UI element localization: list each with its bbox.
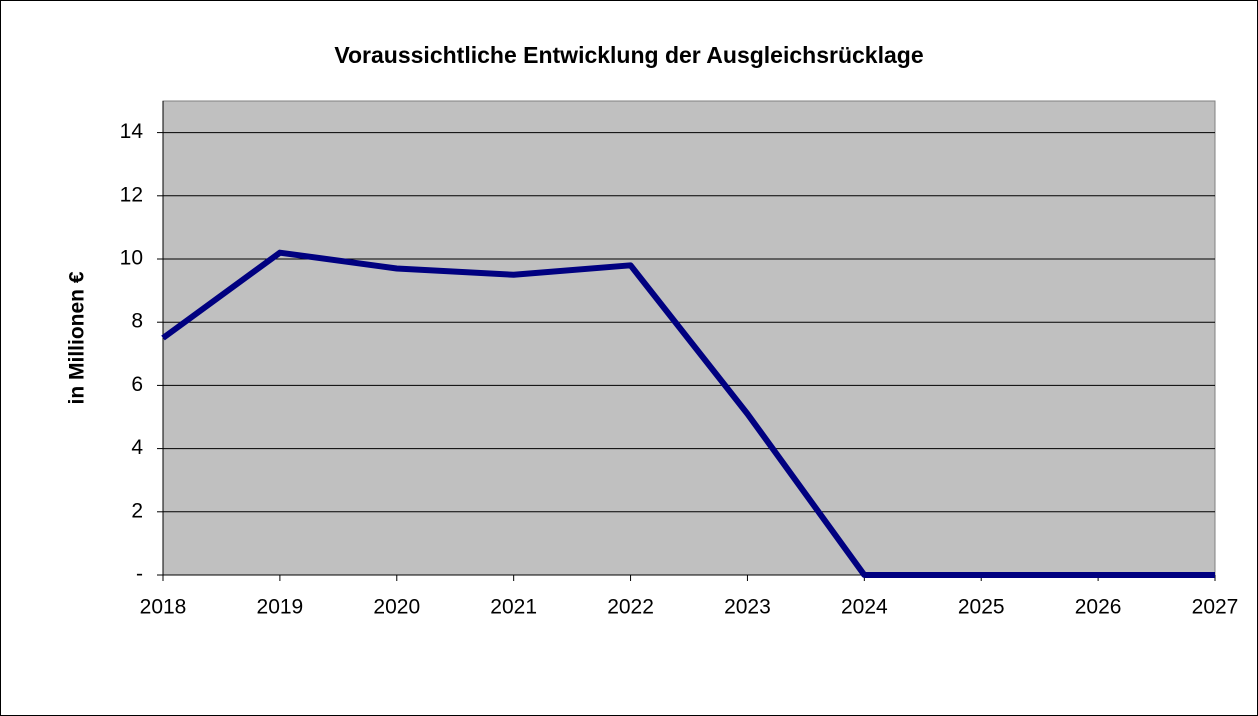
x-tick-label: 2026 [1075, 596, 1122, 619]
x-tick-label: 2024 [841, 596, 888, 619]
x-tick-label: 2025 [958, 596, 1005, 619]
chart-title: Voraussichtliche Entwicklung der Ausglei… [334, 42, 923, 68]
y-tick-label: 4 [131, 436, 143, 459]
y-tick-label: 14 [120, 120, 144, 143]
x-tick-label: 2018 [140, 596, 187, 619]
x-tick-label: 2020 [373, 596, 420, 619]
y-tick-label: 2 [131, 499, 143, 522]
y-tick-label: 10 [120, 247, 143, 270]
y-tick-label: 12 [120, 183, 143, 206]
y-tick-label: - [136, 563, 143, 586]
x-tick-label: 2021 [490, 596, 537, 619]
x-tick-label: 2022 [607, 596, 654, 619]
y-tick-label: 8 [131, 310, 143, 333]
x-tick-label: 2023 [724, 596, 771, 619]
x-tick-label: 2019 [257, 596, 304, 619]
y-axis-label: in Millionen € [66, 271, 89, 404]
data-line [161, 249, 1215, 578]
y-tick-label: 6 [131, 373, 143, 396]
x-tick-label: 2027 [1192, 596, 1239, 619]
